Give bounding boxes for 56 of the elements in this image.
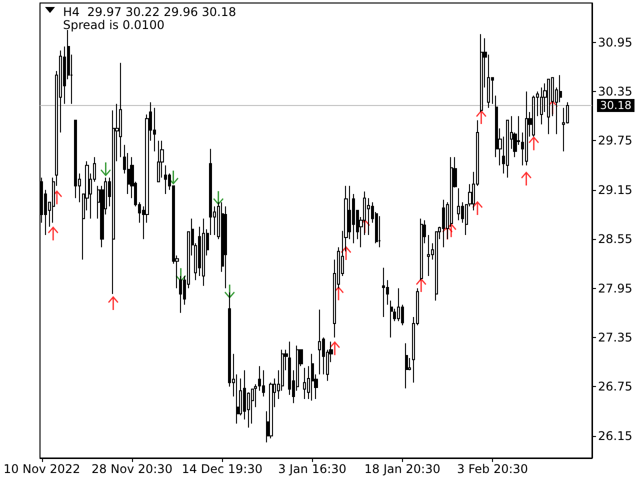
- point: [476, 110, 486, 124]
- point: [48, 226, 58, 240]
- candlestick: [382, 267, 385, 318]
- candlestick: [318, 309, 321, 375]
- candlestick: [202, 218, 205, 286]
- y-tick-label: 29.15: [598, 182, 632, 197]
- candlestick: [179, 276, 182, 314]
- point: [528, 136, 539, 150]
- ref-line-label: 30.18: [600, 98, 632, 112]
- candlestick: [397, 288, 400, 322]
- candlestick: [427, 234, 430, 276]
- x-tick-label: 14 Dec 19:30: [182, 462, 262, 476]
- chart-title: H4 29.97 30.22 29.96 30.18: [63, 5, 236, 19]
- candlestick: [164, 164, 167, 195]
- point: [416, 278, 426, 292]
- candlestick: [303, 367, 306, 400]
- candlestick: [262, 370, 265, 398]
- y-tick-label: 26.15: [598, 428, 632, 443]
- x-tick-label: 3 Jan 16:30: [278, 462, 346, 476]
- candlestick: [119, 62, 122, 158]
- candlestick: [532, 95, 535, 138]
- candlestick: [480, 34, 483, 113]
- y-tick-label: 26.75: [598, 380, 632, 394]
- candlestick: [74, 120, 77, 199]
- candlestick: [420, 218, 423, 281]
- x-tick-label: 28 Nov 20:30: [92, 462, 172, 476]
- candlestick: [547, 78, 550, 135]
- candlestick: [390, 300, 393, 338]
- y-tick-label: 28.55: [598, 232, 632, 246]
- x-tick-label: 10 Nov 2022: [3, 462, 80, 476]
- candlestick: [157, 140, 160, 182]
- y-tick-label: 27.95: [598, 281, 632, 296]
- candlestick: [457, 188, 460, 221]
- candlestick: [224, 206, 227, 289]
- point: [108, 296, 118, 310]
- y-tick-label: 29.75: [598, 134, 632, 148]
- x-tick-label: 18 Jan 20:30: [364, 462, 440, 476]
- point: [213, 191, 224, 206]
- candlestick: [269, 382, 273, 439]
- candlestick: [160, 140, 164, 178]
- candlestick: [378, 216, 381, 248]
- x-tick-label: 3 Feb 20:30: [456, 462, 528, 476]
- point: [521, 171, 532, 186]
- y-tick-label: 27.35: [598, 330, 632, 344]
- text: Spread is 0.0100: [63, 18, 164, 32]
- y-tick-label: 30.35: [598, 84, 632, 99]
- candlestick: [525, 91, 528, 166]
- point: [330, 341, 340, 356]
- candlestick: [442, 199, 445, 248]
- candlestick: [311, 353, 314, 402]
- y-tick-label: 30.95: [598, 35, 632, 50]
- candlestick: [506, 120, 509, 178]
- point: [100, 162, 111, 176]
- candlestick: [435, 231, 438, 302]
- candlestick: [540, 86, 543, 125]
- candlestick: [405, 342, 408, 389]
